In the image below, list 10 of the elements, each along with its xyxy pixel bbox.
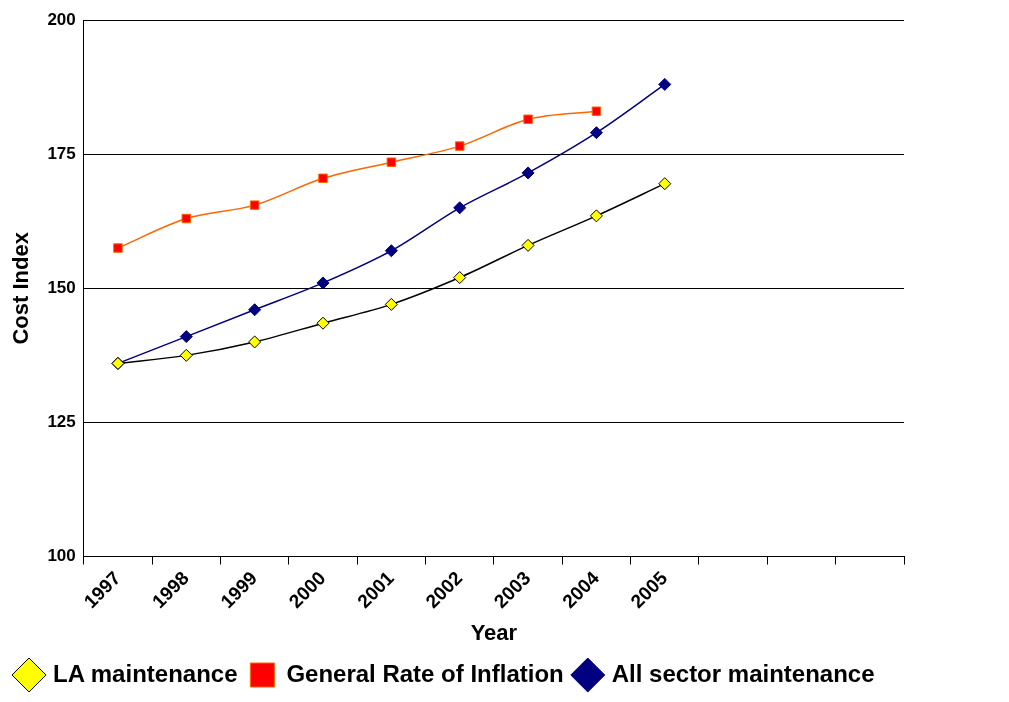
y-tick-label: 150 <box>47 277 76 297</box>
y-tick-label: 200 <box>47 9 76 29</box>
y-tick-label: 175 <box>47 143 76 163</box>
y-axis-title: Cost Index <box>8 231 34 345</box>
y-tick-label: 100 <box>47 546 76 566</box>
legend-label: All sector maintenance <box>611 659 875 687</box>
y-tick-label: 125 <box>47 412 76 432</box>
x-axis-title: Year <box>470 619 518 645</box>
legend-label: General Rate of Inflation <box>286 659 564 687</box>
legend-label: LA maintenance <box>53 659 238 687</box>
